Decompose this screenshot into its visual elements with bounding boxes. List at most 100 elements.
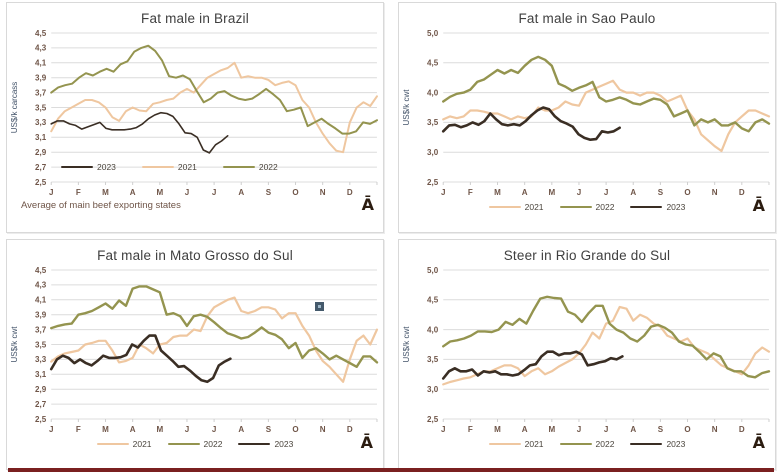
- svg-text:O: O: [684, 425, 690, 434]
- legend-item-2023: 2023: [61, 162, 116, 172]
- svg-text:2,7: 2,7: [35, 163, 47, 172]
- svg-text:N: N: [320, 188, 326, 197]
- svg-text:4,5: 4,5: [427, 59, 439, 68]
- legend-item-2021: 2021: [141, 162, 197, 172]
- svg-text:3,1: 3,1: [35, 370, 47, 379]
- legend-swatch: [630, 205, 663, 209]
- svg-text:5,0: 5,0: [427, 266, 439, 275]
- svg-text:3,5: 3,5: [35, 340, 47, 349]
- svg-text:M: M: [156, 188, 163, 197]
- svg-text:4,3: 4,3: [35, 44, 47, 53]
- line-chart-brazil: 2,5 2,7 2,9 3,1 3,3 3,5 3,7 3,9 4,1 4,3 4,5 J F M A M J J…: [10, 29, 378, 197]
- svg-text:3,3: 3,3: [35, 355, 47, 364]
- svg-text:3,9: 3,9: [35, 311, 47, 320]
- line-chart-sao-paulo: 2,5 3,0 3,5 4,0 4,5 5,0 J F M A M J J A S O N D US$/k cwt: [402, 29, 771, 197]
- svg-text:D: D: [347, 425, 353, 434]
- legend-label: 2023: [666, 439, 686, 449]
- svg-text:3,5: 3,5: [427, 355, 439, 364]
- legend-label: 2021: [524, 439, 544, 449]
- brand-logo-icon: Ā: [360, 433, 373, 452]
- legend-item-2023: 2023: [630, 202, 685, 212]
- legend-label: 2023: [274, 439, 294, 449]
- svg-text:D: D: [739, 188, 745, 197]
- svg-text:D: D: [347, 188, 353, 197]
- chart-area-brazil: 2,5 2,7 2,9 3,1 3,3 3,5 3,7 3,9 4,1 4,3 4,5 J F M A M J J…: [7, 28, 383, 198]
- chart-panel-mato-grosso: Fat male in Mato Grosso do Sul 2,5 2,7 2,9…: [6, 239, 384, 470]
- legend-swatch: [559, 442, 592, 446]
- legend-item-2023: 2023: [630, 439, 685, 449]
- svg-text:M: M: [494, 425, 501, 434]
- chart-area-mato-grosso: 2,5 2,7 2,9 3,1 3,3 3,5 3,7 3,9 4,1 4,3 4,5 J F M A M J J…: [7, 265, 383, 435]
- legend-label: 2022: [595, 202, 615, 212]
- legend-item-2021: 2021: [488, 202, 544, 212]
- svg-text:F: F: [76, 425, 81, 434]
- chart-title-brazil: Fat male in Brazil: [141, 11, 249, 26]
- legend-row: 2021 2022 2023 Ā: [399, 435, 775, 459]
- svg-text:M: M: [548, 425, 555, 434]
- svg-text:N: N: [712, 188, 718, 197]
- svg-text:US$/k cwt: US$/k cwt: [402, 326, 411, 363]
- legend-swatch: [488, 442, 521, 446]
- svg-text:M: M: [156, 425, 163, 434]
- chart-title-rio-grande: Steer in Rio Grande do Sul: [503, 248, 671, 263]
- svg-text:3,7: 3,7: [35, 325, 47, 334]
- chart-note: Average of main beef exporting states: [21, 199, 181, 211]
- svg-text:J: J: [212, 188, 216, 197]
- legend-item-2022: 2022: [559, 202, 615, 212]
- embedded-object-marker: [315, 302, 324, 311]
- legend-swatch: [488, 205, 521, 209]
- svg-text:O: O: [292, 188, 298, 197]
- svg-text:US$/k cwt: US$/k cwt: [402, 89, 411, 126]
- legend-swatch: [222, 166, 255, 168]
- svg-text:S: S: [266, 425, 272, 434]
- footer-rule: [8, 468, 774, 472]
- line-chart-rio-grande: 2,5 3,0 3,5 4,0 4,5 5,0 J F M A M J J A S O N D US$/k cwt: [402, 266, 771, 434]
- legend-label: 2022: [203, 439, 223, 449]
- svg-text:S: S: [658, 188, 664, 197]
- svg-text:2,5: 2,5: [35, 415, 47, 424]
- svg-text:4,1: 4,1: [35, 296, 47, 305]
- legend-label: 2022: [258, 162, 278, 172]
- svg-text:M: M: [548, 188, 555, 197]
- legend-swatch: [238, 442, 271, 446]
- legend-rio-grande: 2021 2022 2023: [399, 435, 775, 449]
- brand-logo-icon: Ā: [752, 196, 765, 215]
- chart-panel-brazil: Fat male in Brazil 2,5 2,7 2,9 3,1 3,3 3,5 3,7…: [6, 2, 384, 233]
- svg-text:J: J: [577, 188, 581, 197]
- svg-text:2,5: 2,5: [427, 178, 439, 187]
- legend-label: 2023: [97, 162, 116, 172]
- svg-text:A: A: [130, 188, 136, 197]
- chart-panel-sao-paulo: Fat male in Sao Paulo 2,5 3,0 3,5 4,0 4,5 5,0…: [398, 2, 776, 233]
- svg-text:J: J: [49, 188, 53, 197]
- svg-text:J: J: [577, 425, 581, 434]
- svg-text:4,5: 4,5: [427, 296, 439, 305]
- svg-text:F: F: [468, 188, 473, 197]
- chart-area-rio-grande: 2,5 3,0 3,5 4,0 4,5 5,0 J F M A M J J A S O N D US$/k cwt: [399, 265, 775, 435]
- legend-item-2021: 2021: [96, 439, 152, 449]
- svg-text:M: M: [494, 188, 501, 197]
- legend-mato-grosso: 2021 2022 2023: [7, 435, 383, 449]
- svg-text:J: J: [185, 425, 189, 434]
- note-row: Average of main beef exporting states Ā: [7, 197, 383, 213]
- svg-text:US$/k carcass: US$/k carcass: [10, 82, 19, 134]
- svg-text:4,5: 4,5: [35, 29, 47, 38]
- legend-label: 2021: [177, 162, 197, 172]
- legend-item-2023: 2023: [238, 439, 293, 449]
- svg-text:O: O: [684, 188, 690, 197]
- svg-text:O: O: [292, 425, 298, 434]
- legend-swatch: [630, 442, 663, 446]
- svg-text:2,5: 2,5: [427, 415, 439, 424]
- legend-label: 2022: [595, 439, 615, 449]
- legend-sao-paulo: 2021 2022 2023: [399, 198, 775, 212]
- svg-text:3,0: 3,0: [427, 385, 439, 394]
- legend-label: 2021: [132, 439, 152, 449]
- svg-text:4,0: 4,0: [427, 325, 439, 334]
- chart-title-mato-grosso: Fat male in Mato Grosso do Sul: [97, 248, 293, 263]
- legend-item-2022: 2022: [222, 162, 278, 172]
- svg-text:4,5: 4,5: [35, 266, 47, 275]
- legend-item-2022: 2022: [559, 439, 615, 449]
- svg-text:A: A: [522, 425, 528, 434]
- svg-text:J: J: [185, 188, 189, 197]
- svg-text:F: F: [468, 425, 473, 434]
